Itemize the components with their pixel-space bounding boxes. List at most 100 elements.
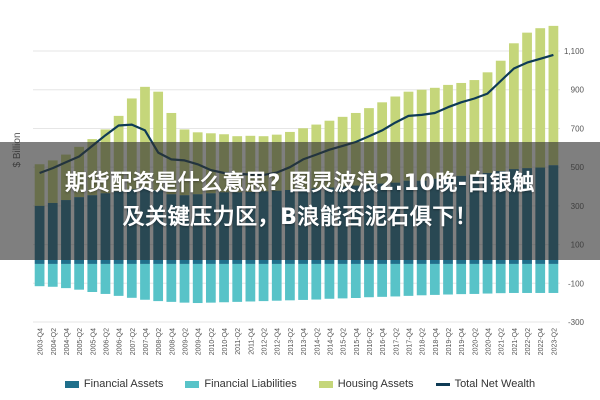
- x-tick-label: 2004-Q4: [64, 328, 71, 355]
- housing-assets-bar: [509, 43, 519, 170]
- x-tick-label: 2009-Q4: [196, 328, 203, 355]
- financial-liabilities-bar: [535, 263, 546, 293]
- housing-assets-bar: [495, 60, 506, 172]
- housing-assets-bar: [416, 89, 427, 181]
- legend-label: Total Net Wealth: [454, 378, 536, 390]
- x-tick-label: 2011-Q4: [248, 328, 255, 355]
- x-tick-label: 2008-Q2: [156, 328, 163, 355]
- housing-assets-bar: [390, 96, 401, 183]
- legend-label: Housing Assets: [337, 378, 414, 390]
- x-tick-label: 2008-Q4: [169, 328, 176, 355]
- financial-liabilities-bar: [245, 263, 256, 302]
- legend-label: Financial Liabilities: [204, 378, 297, 390]
- x-tick-label: 2023-Q2: [551, 328, 558, 355]
- housing-assets-bar: [456, 82, 467, 176]
- financial-liabilities-bar: [509, 263, 519, 293]
- financial-liabilities-bar: [219, 263, 229, 303]
- housing-assets-bar: [443, 84, 453, 177]
- y-tick-label: -300: [568, 318, 585, 327]
- x-tick-label: 2018-Q4: [433, 328, 440, 355]
- housing-assets-bar: [548, 25, 559, 166]
- legend-label: Financial Assets: [83, 378, 164, 390]
- financial-liabilities-bar: [429, 263, 440, 295]
- financial-liabilities-bar: [324, 263, 335, 299]
- financial-liabilities-bar: [495, 263, 506, 294]
- financial-liabilities-bar: [153, 263, 164, 302]
- x-tick-label: 2018-Q2: [420, 328, 427, 355]
- financial-liabilities-bar: [443, 263, 453, 295]
- x-tick-label: 2021-Q4: [512, 328, 519, 355]
- financial-liabilities-bar: [47, 263, 58, 287]
- legend-item-housing-assets: Housing Assets: [318, 378, 414, 390]
- x-tick-label: 2016-Q4: [380, 328, 387, 355]
- financial-liabilities-bar: [34, 263, 45, 287]
- financial-liabilities-bar: [377, 263, 388, 297]
- housing-assets-bar: [153, 91, 164, 191]
- financial-liabilities-bar: [364, 263, 374, 298]
- financial-liabilities-bar: [350, 263, 361, 298]
- financial-liabilities-bar: [205, 263, 216, 303]
- x-tick-label: 2009-Q2: [183, 328, 190, 355]
- financial-liabilities-bar: [61, 263, 71, 289]
- x-axis-ticks: 2003-Q4 2004-Q2 2004-Q4 2005-Q2 2005-Q4 2006-…: [38, 328, 559, 355]
- x-tick-label: 2007-Q2: [130, 328, 137, 355]
- x-tick-label: 2010-Q2: [209, 328, 216, 355]
- y-tick-label: 1,100: [564, 47, 585, 56]
- financial-liabilities-bar: [179, 263, 190, 303]
- housing-assets-bar: [403, 91, 414, 181]
- financial-liabilities-bar: [126, 263, 137, 298]
- financial-liabilities-bar: [285, 263, 295, 301]
- x-tick-label: 2021-Q2: [499, 328, 506, 355]
- x-tick-label: 2003-Q4: [38, 328, 45, 355]
- x-tick-label: 2012-Q4: [275, 328, 282, 355]
- x-tick-label: 2012-Q2: [262, 328, 269, 355]
- x-tick-label: 2006-Q2: [103, 328, 110, 355]
- legend-swatch: [435, 382, 450, 386]
- financial-liabilities-bar: [548, 263, 559, 293]
- financial-liabilities-bar: [337, 263, 348, 299]
- legend-item-total-net-wealth: Total Net Wealth: [435, 378, 536, 390]
- x-tick-label: 2013-Q2: [288, 328, 295, 355]
- financial-liabilities-bar: [166, 263, 177, 302]
- housing-assets-bar: [522, 32, 532, 169]
- x-tick-label: 2010-Q4: [222, 328, 229, 355]
- financial-liabilities-bar: [403, 263, 414, 296]
- x-tick-label: 2015-Q4: [354, 328, 361, 355]
- financial-liabilities-bar: [298, 263, 308, 300]
- legend-item-financial-assets: Financial Assets: [64, 378, 164, 390]
- y-tick-label: -100: [568, 279, 585, 288]
- x-tick-label: 2005-Q4: [90, 328, 97, 355]
- financial-liabilities-bar: [416, 263, 427, 296]
- legend-swatch: [185, 380, 200, 388]
- x-tick-label: 2022-Q2: [525, 328, 532, 355]
- banner-title-line-2: 及关键压力区，B浪能否泥石俱下！: [122, 205, 478, 230]
- x-tick-label: 2022-Q4: [538, 328, 545, 355]
- x-tick-label: 2019-Q4: [459, 328, 466, 355]
- housing-assets-bar: [469, 80, 480, 175]
- financial-liabilities-bar: [258, 263, 269, 302]
- x-tick-label: 2020-Q2: [472, 328, 479, 355]
- x-tick-label: 2007-Q4: [143, 328, 150, 355]
- legend-swatch: [318, 380, 333, 388]
- x-tick-label: 2014-Q2: [314, 328, 321, 355]
- financial-liabilities-bar: [271, 263, 282, 301]
- banner-title-line-1: 期货配资是什么意思? 图灵波浪2.10晚-白银触: [65, 171, 535, 196]
- x-tick-label: 2020-Q4: [486, 328, 493, 355]
- x-tick-label: 2016-Q2: [367, 328, 374, 355]
- financial-liabilities-bar: [456, 263, 467, 295]
- chart-legend: Financial Assets Financial Liabilities H…: [0, 370, 600, 398]
- housing-assets-bar: [140, 86, 150, 188]
- housing-assets-bar: [429, 87, 440, 179]
- financial-liabilities-bar: [74, 263, 84, 290]
- x-tick-label: 2017-Q4: [406, 328, 413, 355]
- housing-assets-bar: [535, 28, 546, 168]
- financial-liabilities-bar: [140, 263, 150, 300]
- financial-liabilities-bar: [100, 263, 111, 294]
- financial-liabilities-bar: [390, 263, 401, 297]
- financial-liabilities-bar: [192, 263, 203, 304]
- x-tick-label: 2011-Q2: [235, 328, 242, 355]
- y-tick-label: 900: [571, 86, 585, 95]
- y-tick-label: 700: [571, 124, 585, 133]
- x-tick-label: 2019-Q2: [446, 328, 453, 355]
- financial-liabilities-bars: [34, 263, 559, 304]
